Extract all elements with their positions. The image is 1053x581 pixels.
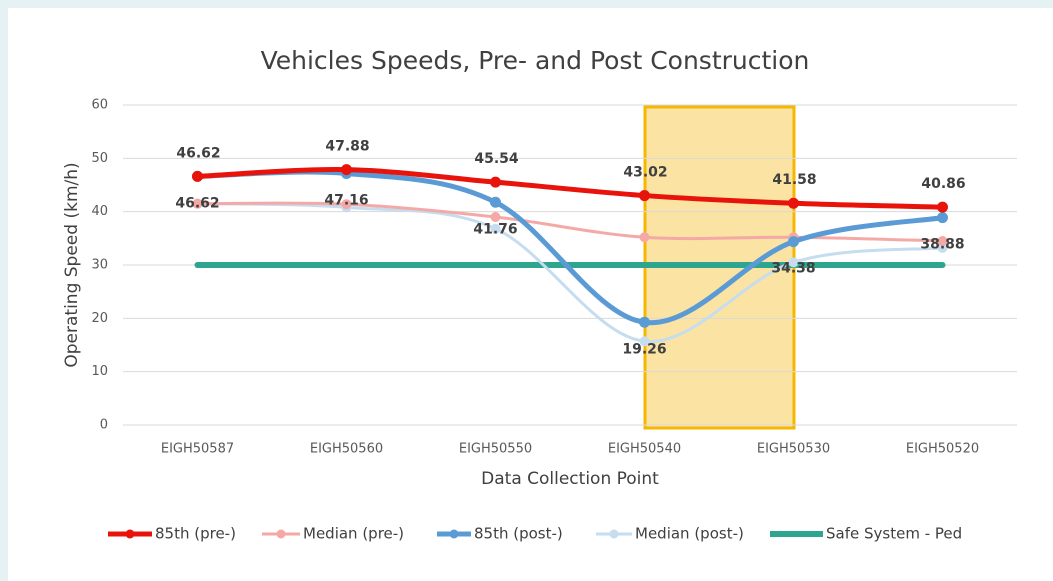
data-point xyxy=(788,197,799,209)
data-label: 19.26 xyxy=(622,341,666,357)
x-tick-label: EIGH50520 xyxy=(906,442,979,457)
x-axis-title: Data Collection Point xyxy=(481,469,659,489)
y-tick-label: 40 xyxy=(91,204,108,219)
data-point xyxy=(490,176,501,188)
y-tick-label: 20 xyxy=(91,311,108,326)
legend-label: 85th (pre-) xyxy=(155,525,236,543)
data-point xyxy=(788,236,799,248)
legend-marker xyxy=(449,529,459,539)
y-tick-label: 10 xyxy=(91,364,108,379)
data-label: 38.88 xyxy=(920,237,964,253)
x-tick-label: EIGH50540 xyxy=(608,442,681,457)
legend-marker xyxy=(125,529,135,539)
x-tick-label: EIGH50587 xyxy=(161,442,234,457)
y-tick-label: 60 xyxy=(91,98,108,113)
legend-label: Median (post-) xyxy=(635,525,744,543)
data-point xyxy=(639,336,650,347)
data-label: 46.62 xyxy=(176,145,220,161)
data-label: 47.88 xyxy=(325,139,369,155)
legend-marker xyxy=(609,529,619,539)
data-label: 47.16 xyxy=(324,192,368,208)
data-label: 34.38 xyxy=(771,261,815,277)
data-point xyxy=(490,212,501,222)
data-label: 41.58 xyxy=(772,172,816,188)
x-tick-label: EIGH50550 xyxy=(459,442,532,457)
data-point xyxy=(788,257,799,268)
data-point xyxy=(192,198,203,209)
data-label: 46.62 xyxy=(175,195,219,211)
data-point xyxy=(192,170,203,182)
data-label: 41.76 xyxy=(473,221,517,237)
data-label: 40.86 xyxy=(921,176,965,192)
data-point xyxy=(490,223,501,234)
data-label: 45.54 xyxy=(474,151,519,167)
legend-label: Safe System - Ped xyxy=(826,525,962,543)
data-point xyxy=(341,164,352,176)
data-point xyxy=(639,316,650,328)
y-axis-title: Operating Speed (km/h) xyxy=(62,162,82,367)
x-tick-label: EIGH50560 xyxy=(310,442,383,457)
legend-marker xyxy=(276,529,286,539)
x-tick-label: EIGH50530 xyxy=(757,442,830,457)
legend-label: Median (pre-) xyxy=(303,525,404,543)
series-line xyxy=(195,169,945,326)
y-tick-label: 0 xyxy=(100,418,108,433)
data-point xyxy=(490,196,501,208)
data-label: 43.02 xyxy=(623,165,667,181)
data-point xyxy=(639,190,650,202)
series-line xyxy=(196,202,944,343)
data-point xyxy=(937,236,948,246)
data-point xyxy=(937,212,948,224)
chart-title: Vehicles Speeds, Pre- and Post Construct… xyxy=(261,46,810,75)
legend-label: 85th (post-) xyxy=(474,525,563,543)
y-tick-label: 30 xyxy=(91,258,108,273)
grid xyxy=(123,104,1017,426)
data-point xyxy=(341,199,352,210)
data-point xyxy=(639,232,650,243)
y-tick-label: 50 xyxy=(91,151,108,166)
series-line xyxy=(195,167,945,210)
series-layer xyxy=(192,164,948,347)
data-point xyxy=(937,201,948,213)
chart-card xyxy=(8,8,1053,581)
